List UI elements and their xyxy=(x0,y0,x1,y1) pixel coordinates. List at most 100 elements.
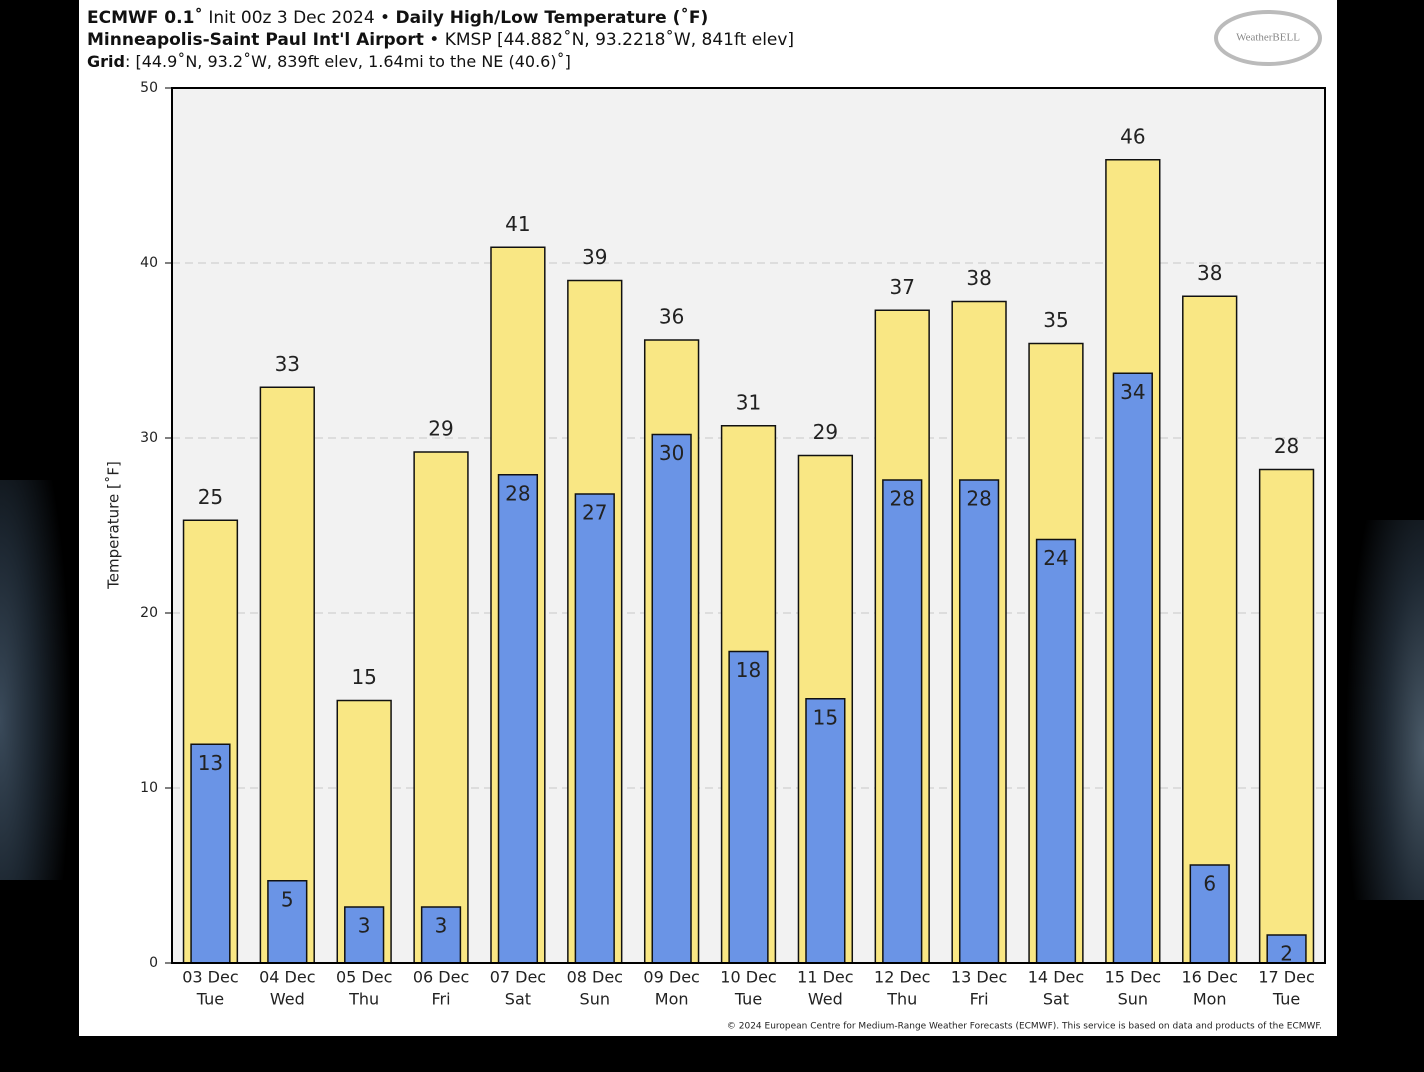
grid-key: Grid xyxy=(87,52,125,71)
value-label: 3 xyxy=(435,914,448,938)
x-tick-label: Sun xyxy=(580,990,610,1009)
station-info: • KMSP [44.882˚N, 93.2218˚W, 841ft elev] xyxy=(429,29,794,50)
bar xyxy=(267,880,308,964)
value-label: 38 xyxy=(1197,261,1222,285)
grid-info: : [44.9˚N, 93.2˚W, 839ft elev, 1.64mi to… xyxy=(125,52,571,71)
value-label: 2 xyxy=(1280,942,1293,966)
bar xyxy=(190,743,231,964)
value-label: 27 xyxy=(582,501,607,525)
bar xyxy=(1112,372,1153,964)
value-label: 18 xyxy=(736,658,761,682)
bar xyxy=(1258,468,1315,964)
x-tick-label: 13 Dec xyxy=(951,968,1007,987)
y-tick-label: 10 xyxy=(140,780,158,796)
value-label: 28 xyxy=(505,481,530,505)
x-tick-label: Sat xyxy=(1043,990,1069,1009)
x-tick-label: 08 Dec xyxy=(567,968,623,987)
value-label: 28 xyxy=(966,487,991,511)
earth-right xyxy=(1337,520,1424,900)
x-tick-label: 03 Dec xyxy=(182,968,238,987)
bar xyxy=(1266,934,1307,964)
y-tick-label: 50 xyxy=(140,80,158,96)
x-tick-label: Tue xyxy=(196,990,224,1009)
x-tick-label: 17 Dec xyxy=(1258,968,1314,987)
value-label: 35 xyxy=(1043,308,1068,332)
title-init: Init 00z 3 Dec 2024 • xyxy=(208,8,390,28)
bar xyxy=(420,906,462,964)
credit: © 2024 European Centre for Medium-Range … xyxy=(727,1022,1322,1032)
x-tick-label: 04 Dec xyxy=(259,968,315,987)
value-label: 6 xyxy=(1203,872,1216,896)
x-tick-label: 11 Dec xyxy=(797,968,853,987)
value-label: 31 xyxy=(736,390,761,414)
value-label: 39 xyxy=(582,245,607,269)
x-tick-label: 05 Dec xyxy=(336,968,392,987)
y-tick-label: 40 xyxy=(140,255,158,271)
x-tick-label: 12 Dec xyxy=(874,968,930,987)
value-label: 46 xyxy=(1120,124,1145,148)
x-tick-label: Fri xyxy=(432,990,451,1009)
y-tick-label: 30 xyxy=(140,430,158,446)
x-tick-label: Sat xyxy=(505,990,531,1009)
value-label: 38 xyxy=(966,266,991,290)
value-label: 15 xyxy=(813,705,838,729)
bar xyxy=(413,451,469,964)
chart-subtitle: Minneapolis-Saint Paul Int'l Airport • K… xyxy=(87,29,794,50)
bar xyxy=(574,493,615,964)
grid-note: Grid: [44.9˚N, 93.2˚W, 839ft elev, 1.64m… xyxy=(87,52,571,71)
station-name: Minneapolis-Saint Paul Int'l Airport xyxy=(87,30,424,50)
value-label: 29 xyxy=(813,420,838,444)
y-tick-label: 20 xyxy=(140,605,158,621)
value-label: 15 xyxy=(351,665,376,689)
bar xyxy=(1182,295,1238,964)
x-tick-label: 15 Dec xyxy=(1105,968,1161,987)
bar xyxy=(259,386,315,964)
x-tick-label: 09 Dec xyxy=(643,968,699,987)
title-main: Daily High/Low Temperature (˚F) xyxy=(395,6,708,28)
x-tick-label: 14 Dec xyxy=(1028,968,1084,987)
x-tick-label: Wed xyxy=(808,990,843,1009)
value-label: 30 xyxy=(659,441,684,465)
value-label: 3 xyxy=(358,914,371,938)
x-tick-label: Tue xyxy=(1272,990,1300,1009)
value-label: 28 xyxy=(1274,434,1299,458)
x-tick-label: Thu xyxy=(348,990,379,1009)
value-label: 36 xyxy=(659,305,684,329)
x-tick-label: Wed xyxy=(270,990,305,1009)
y-tick-label: 0 xyxy=(149,955,158,971)
x-tick-label: Tue xyxy=(734,990,762,1009)
chart-title: ECMWF 0.1˚ Init 00z 3 Dec 2024 • Daily H… xyxy=(87,6,708,28)
bar xyxy=(728,650,769,964)
value-label: 33 xyxy=(275,352,300,376)
bar xyxy=(805,698,846,964)
logo: WeatherBELL xyxy=(1236,32,1300,44)
value-label: 37 xyxy=(890,275,915,299)
x-tick-label: Sun xyxy=(1118,990,1148,1009)
logo-swirl xyxy=(1214,10,1322,66)
value-label: 25 xyxy=(198,485,223,509)
value-label: 41 xyxy=(505,212,530,236)
bar xyxy=(1035,538,1077,964)
value-label: 13 xyxy=(198,751,223,775)
x-tick-label: 07 Dec xyxy=(490,968,546,987)
x-tick-label: Fri xyxy=(970,990,989,1009)
x-tick-label: Mon xyxy=(655,990,689,1009)
value-label: 24 xyxy=(1043,546,1068,570)
value-label: 28 xyxy=(890,487,915,511)
plot-frame xyxy=(171,87,1326,964)
x-tick-label: 06 Dec xyxy=(413,968,469,987)
value-label: 5 xyxy=(281,887,294,911)
value-label: 34 xyxy=(1120,380,1145,404)
bar xyxy=(882,479,923,964)
x-tick-label: 16 Dec xyxy=(1181,968,1237,987)
x-tick-label: Thu xyxy=(886,990,917,1009)
x-tick-label: Mon xyxy=(1193,990,1227,1009)
bar xyxy=(651,433,692,964)
earth-left xyxy=(0,480,79,880)
value-label: 29 xyxy=(428,417,453,441)
bar xyxy=(497,474,539,964)
title-model: ECMWF 0.1˚ xyxy=(87,6,203,28)
x-tick-label: 10 Dec xyxy=(720,968,776,987)
bar xyxy=(958,479,1000,964)
